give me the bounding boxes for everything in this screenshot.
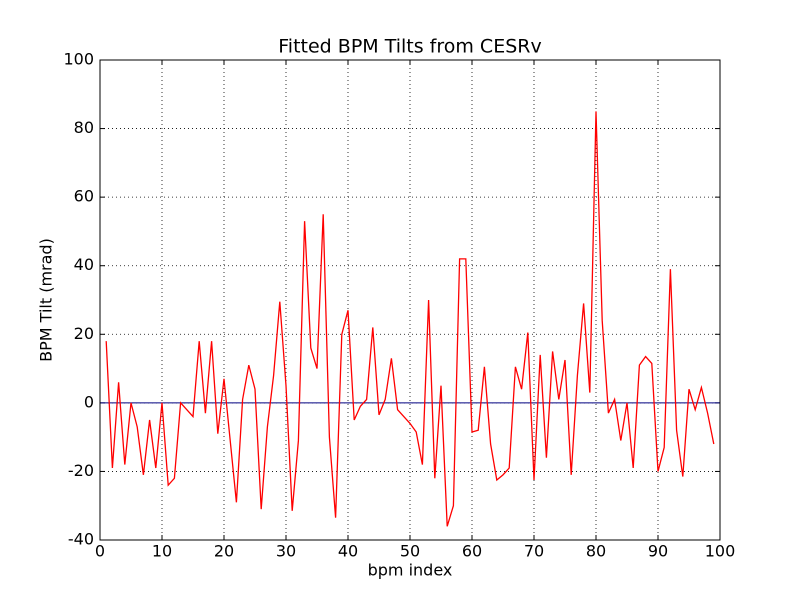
x-tick-label: 80 <box>586 542 606 561</box>
x-axis-label: bpm index <box>368 561 453 580</box>
y-tick-label: 40 <box>74 255 94 274</box>
y-tick-label: 0 <box>84 392 94 411</box>
y-tick-label: -20 <box>68 461 94 480</box>
x-tick-label: 40 <box>338 542 358 561</box>
x-tick-label: 70 <box>524 542 544 561</box>
x-tick-label: 30 <box>276 542 296 561</box>
y-tick-label: -40 <box>68 530 94 549</box>
y-tick-label: 100 <box>63 50 94 69</box>
plot-frame <box>99 59 721 541</box>
y-tick-label: 80 <box>74 118 94 137</box>
y-tick-label: 60 <box>74 187 94 206</box>
x-tick-label: 0 <box>95 542 105 561</box>
x-tick-label: 10 <box>152 542 172 561</box>
x-tick-label: 90 <box>648 542 668 561</box>
y-tick-label: 20 <box>74 324 94 343</box>
chart-title: Fitted BPM Tilts from CESRv <box>278 36 541 58</box>
x-tick-label: 20 <box>214 542 234 561</box>
x-tick-label: 100 <box>705 542 736 561</box>
y-axis-label: BPM Tilt (mrad) <box>37 238 56 362</box>
x-tick-label: 60 <box>462 542 482 561</box>
x-tick-label: 50 <box>400 542 420 561</box>
data-line <box>105 111 715 527</box>
